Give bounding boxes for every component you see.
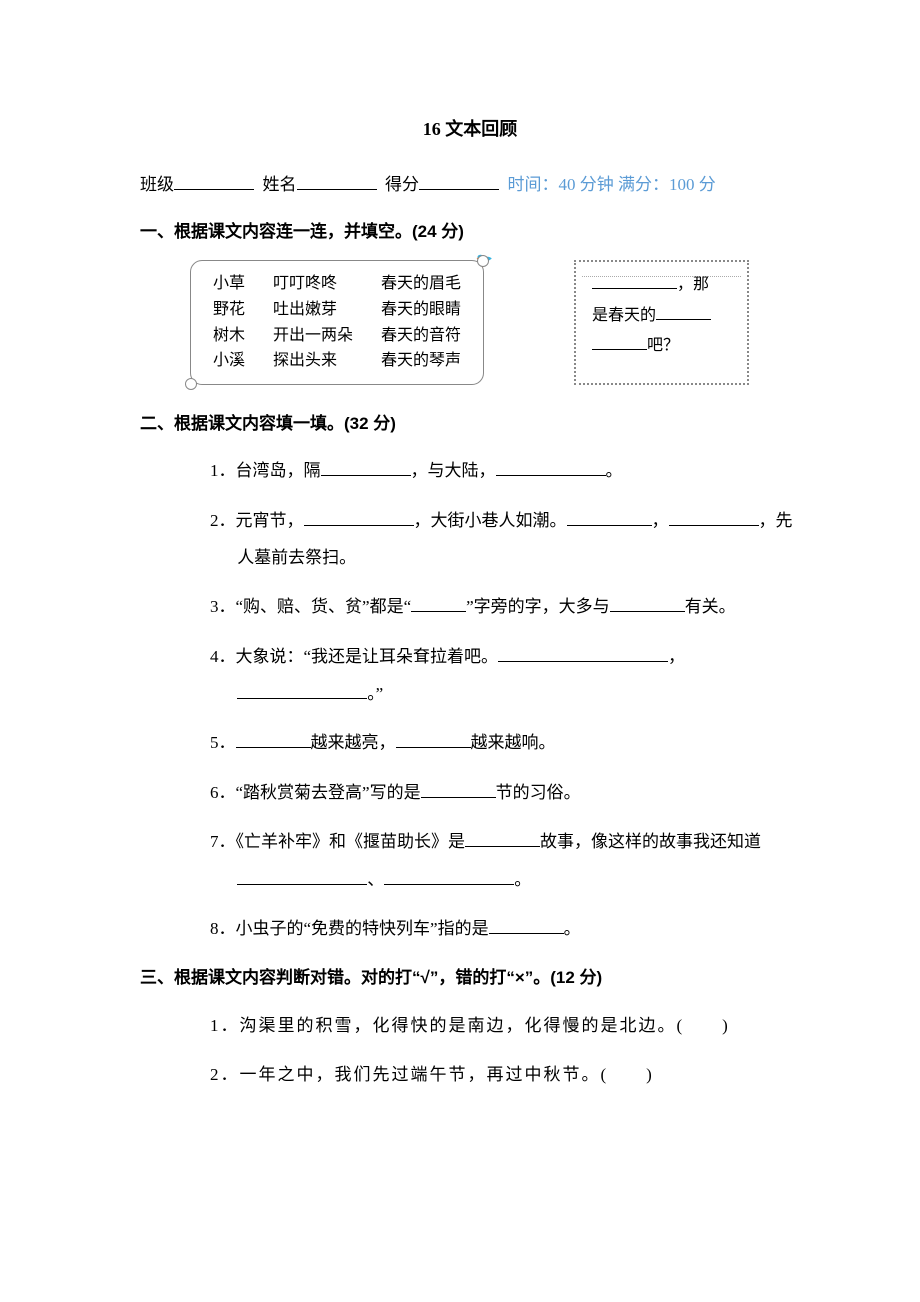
q2-4a: 4．大象说：“我还是让耳朵耷拉着吧。 bbox=[210, 647, 498, 666]
class-blank[interactable] bbox=[174, 172, 254, 190]
q2-4b: ， bbox=[668, 647, 685, 666]
q2-7-blank1[interactable] bbox=[465, 831, 540, 847]
q2-2: 2．元宵节，，大街小巷人如潮。，，先人墓前去祭扫。 bbox=[210, 502, 800, 577]
q2-7b: 故事，像这样的故事我还知道 bbox=[540, 832, 761, 851]
q2-5: 5． 越来越亮， 越来越响。 bbox=[210, 724, 800, 761]
fill-line-1: ，那 bbox=[592, 270, 731, 300]
page-title: 16 文本回顾 bbox=[140, 110, 800, 150]
header-line: 班级 姓名 得分 时间：40 分钟 满分：100 分 bbox=[140, 166, 800, 203]
q2-6: 6．“踏秋赏菊去登高”写的是 节的习俗。 bbox=[210, 774, 800, 811]
match-box: 🐦 小草 叮叮咚咚 春天的眉毛 野花 吐出嫩芽 春天的眼睛 树木 开出一两朵 春… bbox=[190, 260, 484, 384]
fill-line-3: 吧？ bbox=[592, 331, 731, 361]
match-c2-r3: 开出一两朵 bbox=[273, 323, 353, 349]
section-1-boxes: 🐦 小草 叮叮咚咚 春天的眉毛 野花 吐出嫩芽 春天的眼睛 树木 开出一两朵 春… bbox=[140, 260, 800, 384]
q3-1: 1．沟渠里的积雪，化得快的是南边，化得慢的是北边。( ) bbox=[210, 1007, 800, 1044]
q2-2-blank2[interactable] bbox=[567, 510, 652, 526]
match-c1-r2: 野花 bbox=[213, 297, 245, 323]
q2-1-blank1[interactable] bbox=[321, 460, 411, 476]
section-2-list: 1．台湾岛，隔，与大陆，。 2．元宵节，，大街小巷人如潮。，，先人墓前去祭扫。 … bbox=[140, 452, 800, 947]
q2-8a: 8．小虫子的“免费的特快列车”指的是 bbox=[210, 919, 489, 938]
match-c2-r2: 吐出嫩芽 bbox=[273, 297, 353, 323]
fill-text-3: 吧？ bbox=[647, 337, 679, 354]
q2-6a: 6．“踏秋赏菊去登高”写的是 bbox=[210, 783, 421, 802]
name-label: 姓名 bbox=[263, 175, 297, 194]
q2-7-blank2[interactable] bbox=[237, 869, 367, 885]
q2-7-blank3[interactable] bbox=[384, 869, 514, 885]
q2-8: 8．小虫子的“免费的特快列车”指的是 。 bbox=[210, 910, 800, 947]
q2-5-blank1[interactable] bbox=[236, 732, 311, 748]
section-3-heading: 三、根据课文内容判断对错。对的打“√”，错的打“×”。(12 分) bbox=[140, 959, 800, 996]
q2-3c: 有关。 bbox=[685, 597, 736, 616]
q2-5-blank2[interactable] bbox=[396, 732, 471, 748]
q2-4-blank1[interactable] bbox=[498, 646, 668, 662]
q2-3: 3．“购、赔、货、贫”都是“ ”字旁的字，大多与 有关。 bbox=[210, 588, 800, 625]
q2-6b: 节的习俗。 bbox=[496, 783, 581, 802]
fill-line-2: 是春天的 bbox=[592, 301, 731, 331]
fill-blank-2[interactable] bbox=[656, 304, 711, 320]
q2-7: 7．《亡羊补牢》和《揠苗助长》是 故事，像这样的故事我还知道、 。 bbox=[210, 823, 800, 898]
score-label: 得分 bbox=[385, 175, 419, 194]
q2-7c: 、 bbox=[367, 870, 384, 889]
match-c3-r3: 春天的音符 bbox=[381, 323, 461, 349]
match-c2-r4: 探出头来 bbox=[273, 348, 353, 374]
q2-4: 4．大象说：“我还是让耳朵耷拉着吧。 ， 。” bbox=[210, 638, 800, 713]
class-label: 班级 bbox=[140, 175, 174, 194]
q2-1b: ，与大陆， bbox=[411, 461, 496, 480]
match-c3-r1: 春天的眉毛 bbox=[381, 271, 461, 297]
q2-1c: 。 bbox=[606, 461, 623, 480]
q2-8b: 。 bbox=[564, 919, 581, 938]
q2-2a: 2．元宵节， bbox=[210, 511, 304, 530]
fill-text-2a: 是春天的 bbox=[592, 307, 656, 324]
score-blank[interactable] bbox=[419, 172, 499, 190]
q2-7d: 。 bbox=[514, 870, 531, 889]
fill-box-top-line bbox=[582, 276, 741, 277]
fill-text-1: ，那 bbox=[677, 276, 709, 293]
match-c3-r2: 春天的眼睛 bbox=[381, 297, 461, 323]
q2-1: 1．台湾岛，隔 ，与大陆， 。 bbox=[210, 452, 800, 489]
time-score: 时间：40 分钟 满分：100 分 bbox=[508, 175, 716, 194]
q2-7a: 7．《亡羊补牢》和《揠苗助长》是 bbox=[210, 832, 465, 851]
bird-icon: 🐦 bbox=[476, 247, 493, 278]
q2-3a: 3．“购、赔、货、贫”都是“ bbox=[210, 597, 411, 616]
q2-8-blank1[interactable] bbox=[489, 918, 564, 934]
fill-blank-3[interactable] bbox=[592, 334, 647, 350]
match-c3-r4: 春天的琴声 bbox=[381, 348, 461, 374]
q2-2c: ， bbox=[652, 511, 669, 530]
q2-1a: 1．台湾岛，隔 bbox=[210, 461, 321, 480]
fill-box: ，那 是春天的 吧？ bbox=[574, 260, 749, 384]
section-1-heading: 一、根据课文内容连一连，并填空。(24 分) bbox=[140, 213, 800, 250]
q2-1-blank2[interactable] bbox=[496, 460, 606, 476]
q2-4-blank2[interactable] bbox=[237, 683, 367, 699]
section-2-heading: 二、根据课文内容填一填。(32 分) bbox=[140, 405, 800, 442]
match-table: 小草 叮叮咚咚 春天的眉毛 野花 吐出嫩芽 春天的眼睛 树木 开出一两朵 春天的… bbox=[213, 271, 461, 373]
q2-2b: ，大街小巷人如潮。 bbox=[414, 511, 567, 530]
section-3-list: 1．沟渠里的积雪，化得快的是南边，化得慢的是北边。( ) 2．一年之中，我们先过… bbox=[140, 1007, 800, 1094]
q2-5b: 越来越亮， bbox=[311, 733, 396, 752]
q2-3-blank2[interactable] bbox=[610, 596, 685, 612]
match-c1-r1: 小草 bbox=[213, 271, 245, 297]
q2-3b: ”字旁的字，大多与 bbox=[466, 597, 610, 616]
q2-3-blank1[interactable] bbox=[411, 596, 466, 612]
q3-2: 2．一年之中，我们先过端午节，再过中秋节。( ) bbox=[210, 1056, 800, 1093]
q2-6-blank1[interactable] bbox=[421, 782, 496, 798]
q2-2-blank3[interactable] bbox=[669, 510, 759, 526]
q2-5c: 越来越响。 bbox=[471, 733, 556, 752]
match-c2-r1: 叮叮咚咚 bbox=[273, 271, 353, 297]
name-blank[interactable] bbox=[297, 172, 377, 190]
q2-5a: 5． bbox=[210, 733, 236, 752]
match-c1-r4: 小溪 bbox=[213, 348, 245, 374]
q2-2-blank1[interactable] bbox=[304, 510, 414, 526]
match-c1-r3: 树木 bbox=[213, 323, 245, 349]
q2-4c: 。” bbox=[367, 684, 383, 703]
